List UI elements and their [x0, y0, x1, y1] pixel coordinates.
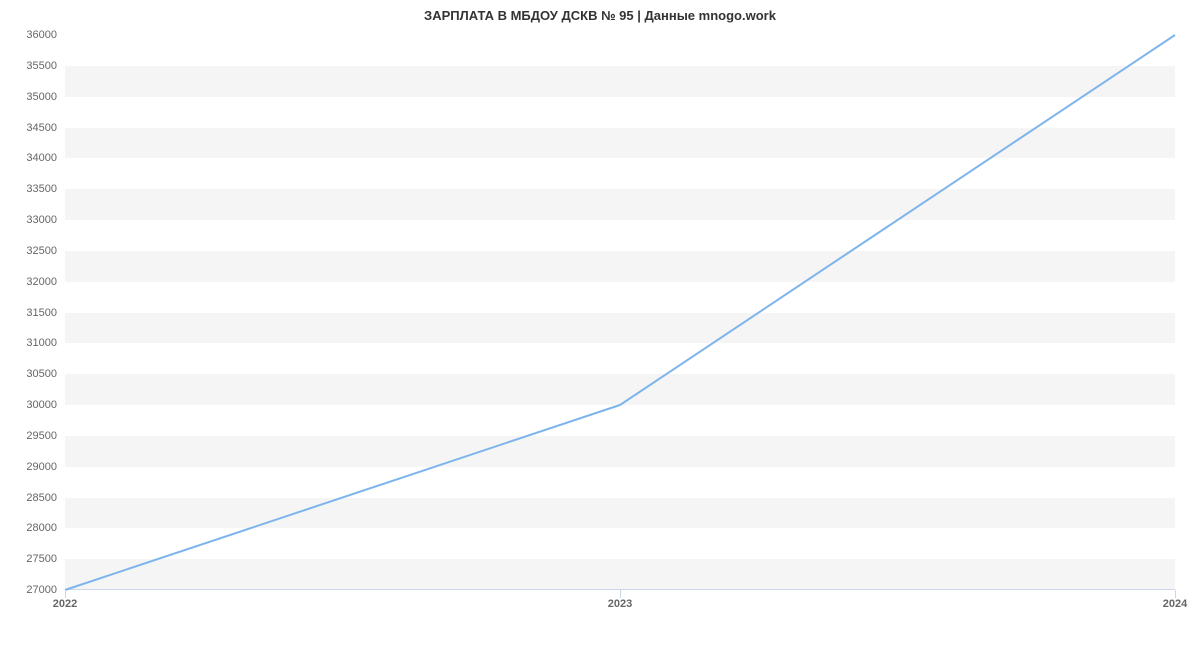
x-tick-label: 2024	[1163, 598, 1187, 610]
y-tick-label: 30000	[26, 399, 57, 411]
y-tick-label: 30500	[26, 368, 57, 380]
y-tick-label: 28000	[26, 522, 57, 534]
y-tick-label: 31500	[26, 307, 57, 319]
chart-title: ЗАРПЛАТА В МБДОУ ДСКВ № 95 | Данные mnog…	[0, 8, 1200, 23]
plot-area: 2700027500280002850029000295003000030500…	[65, 35, 1175, 590]
y-tick-label: 29000	[26, 461, 57, 473]
y-tick-label: 27500	[26, 553, 57, 565]
x-tick-mark	[620, 590, 621, 598]
y-tick-label: 31000	[26, 337, 57, 349]
y-tick-label: 33500	[26, 183, 57, 195]
y-tick-label: 27000	[26, 584, 57, 596]
y-tick-label: 33000	[26, 214, 57, 226]
x-tick-mark	[65, 590, 66, 598]
x-tick-label: 2023	[608, 598, 632, 610]
y-tick-label: 32500	[26, 245, 57, 257]
y-tick-label: 28500	[26, 492, 57, 504]
y-tick-label: 36000	[26, 29, 57, 41]
y-tick-label: 34500	[26, 122, 57, 134]
y-tick-label: 34000	[26, 152, 57, 164]
y-tick-label: 32000	[26, 276, 57, 288]
x-tick-label: 2022	[53, 598, 77, 610]
x-tick-mark	[1175, 590, 1176, 598]
line-series	[65, 35, 1175, 590]
salary-line-chart: ЗАРПЛАТА В МБДОУ ДСКВ № 95 | Данные mnog…	[0, 0, 1200, 650]
y-tick-label: 35000	[26, 91, 57, 103]
y-tick-label: 29500	[26, 430, 57, 442]
y-tick-label: 35500	[26, 60, 57, 72]
